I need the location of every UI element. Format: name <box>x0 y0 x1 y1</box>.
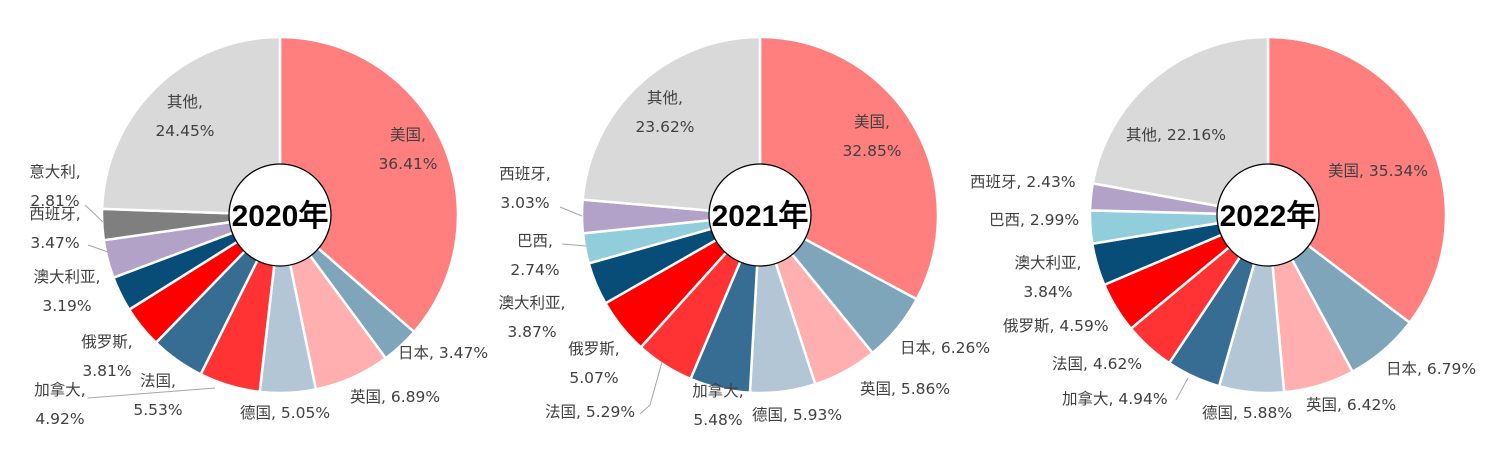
leader-line <box>87 387 216 399</box>
center-circle <box>1216 163 1320 267</box>
leader-line <box>559 206 583 217</box>
pie-chart-2020年: 2020年 美国, 36.41% 日本, 3.47% 英国, 6.89% 德国, 5.05… <box>29 35 488 428</box>
pie-slice <box>1091 35 1270 217</box>
year-title: 2020年 <box>232 200 329 233</box>
data-label: 其他, 23.62% <box>635 89 694 136</box>
data-label: 澳大利亚, 3.87% <box>499 294 566 341</box>
pie-chart-2021年: 2021年 美国, 32.85% 日本, 6.26% 英国, 5.86% 德国, 5.93… <box>499 35 990 429</box>
pie-slice <box>581 35 762 217</box>
data-label: 日本, 6.79% <box>1386 360 1476 378</box>
data-label: 美国, 36.41% <box>378 126 437 173</box>
leader-line <box>639 361 663 415</box>
data-label: 英国, 6.42% <box>1306 396 1396 414</box>
data-label: 巴西, 2.99% <box>989 211 1079 229</box>
data-label: 美国, 32.85% <box>842 113 901 160</box>
leader-line <box>84 204 104 223</box>
data-label: 加拿大, 5.48% <box>692 381 743 429</box>
data-label: 法国, 4.62% <box>1052 355 1142 373</box>
data-label: 德国, 5.05% <box>240 404 330 422</box>
data-label: 澳大利亚, 3.19% <box>34 268 101 315</box>
center-circle <box>228 163 332 267</box>
data-label: 意大利, 2.81% <box>29 162 80 210</box>
data-label: 加拿大, 4.94% <box>1062 389 1168 408</box>
data-label: 加拿大, 4.92% <box>34 380 85 428</box>
pie-slice <box>1266 35 1448 325</box>
data-label: 日本, 3.47% <box>398 344 488 362</box>
data-label: 澳大利亚, 3.84% <box>1015 254 1082 301</box>
pie-chart-2022年: 2022年 美国, 35.34% 日本, 6.79% 英国, 6.42% 德国, 5.8… <box>970 35 1476 422</box>
leader-line <box>561 243 587 247</box>
data-label: 法国, 5.53% <box>133 372 182 419</box>
data-label: 其他, 24.45% <box>155 93 214 140</box>
year-title: 2021年 <box>712 200 809 233</box>
leader-line <box>1175 377 1189 401</box>
data-label: 巴西, 2.74% <box>510 232 559 279</box>
data-label: 俄罗斯, 3.81% <box>81 333 132 380</box>
data-label: 西班牙, 2.43% <box>970 173 1076 191</box>
data-label: 德国, 5.93% <box>752 406 842 424</box>
data-label: 法国, 5.29% <box>545 403 635 421</box>
data-label: 俄罗斯, 4.59% <box>1003 317 1109 335</box>
leader-line <box>87 244 109 253</box>
data-label: 西班牙, 3.03% <box>499 165 550 212</box>
data-label: 其他, 22.16% <box>1126 126 1226 144</box>
data-label: 英国, 5.86% <box>860 380 950 398</box>
year-title: 2022年 <box>1220 200 1317 233</box>
data-label: 英国, 6.89% <box>350 388 440 406</box>
data-label: 美国, 35.34% <box>1328 162 1428 180</box>
pie-slice <box>100 35 282 217</box>
data-label: 德国, 5.88% <box>1202 404 1292 422</box>
data-label: 西班牙, 3.47% <box>29 205 80 252</box>
pie-slice <box>278 35 460 334</box>
data-label: 俄罗斯, 5.07% <box>568 340 619 387</box>
data-label: 日本, 6.26% <box>900 339 990 357</box>
center-circle <box>708 163 812 267</box>
